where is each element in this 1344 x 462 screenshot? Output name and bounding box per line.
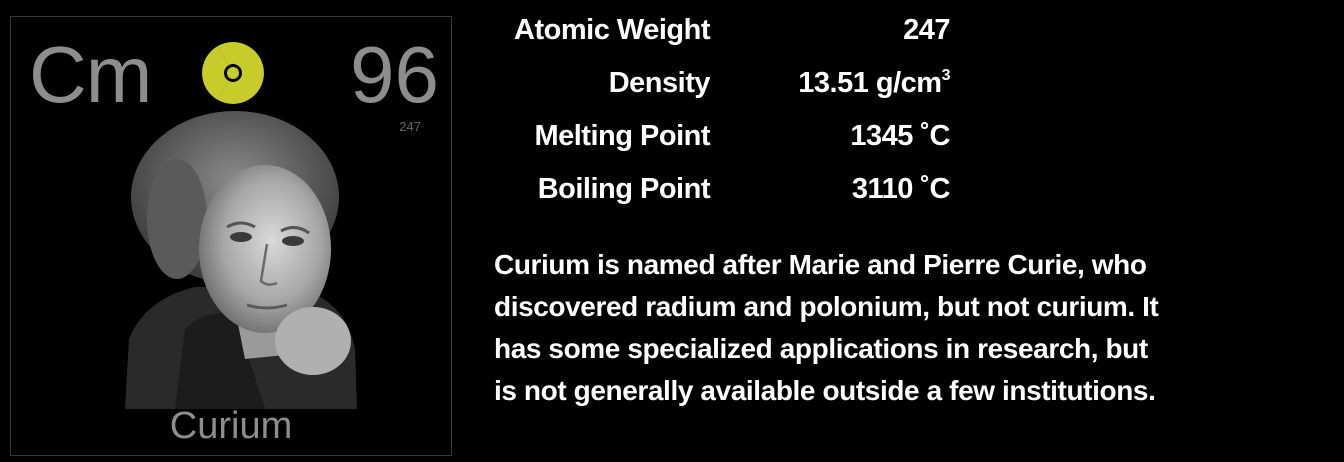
- element-tile: Cm 96 247: [10, 16, 452, 456]
- description-line: has some specialized applications in res…: [494, 333, 1148, 364]
- property-value: 13.51 g/cm3: [798, 67, 950, 99]
- property-row-melting-point: Melting Point 1345 ˚C: [478, 120, 978, 173]
- radiation-icon: [202, 42, 264, 104]
- properties-table: Atomic Weight 247 Density 13.51 g/cm3 Me…: [478, 14, 978, 226]
- property-row-boiling-point: Boiling Point 3110 ˚C: [478, 173, 978, 226]
- property-value: 1345 ˚C: [850, 120, 950, 152]
- property-label: Density: [608, 67, 711, 99]
- property-row-atomic-weight: Atomic Weight 247: [478, 14, 978, 67]
- property-row-density: Density 13.51 g/cm3: [478, 67, 978, 120]
- property-value: 247: [903, 14, 950, 46]
- description-line: discovered radium and polonium, but not …: [494, 291, 1159, 322]
- atomic-weight-small: 247: [399, 119, 421, 134]
- element-description: Curium is named after Marie and Pierre C…: [494, 244, 1274, 412]
- property-label: Atomic Weight: [514, 14, 710, 46]
- property-label: Melting Point: [534, 120, 710, 152]
- description-line: is not generally available outside a few…: [494, 375, 1156, 406]
- element-name: Curium: [169, 405, 293, 447]
- property-label: Boiling Point: [537, 173, 711, 205]
- property-value: 3110 ˚C: [851, 173, 951, 205]
- atomic-number: 96: [350, 30, 439, 119]
- portrait-image: [125, 111, 357, 409]
- element-symbol: Cm: [29, 30, 152, 119]
- description-line: Curium is named after Marie and Pierre C…: [494, 249, 1147, 280]
